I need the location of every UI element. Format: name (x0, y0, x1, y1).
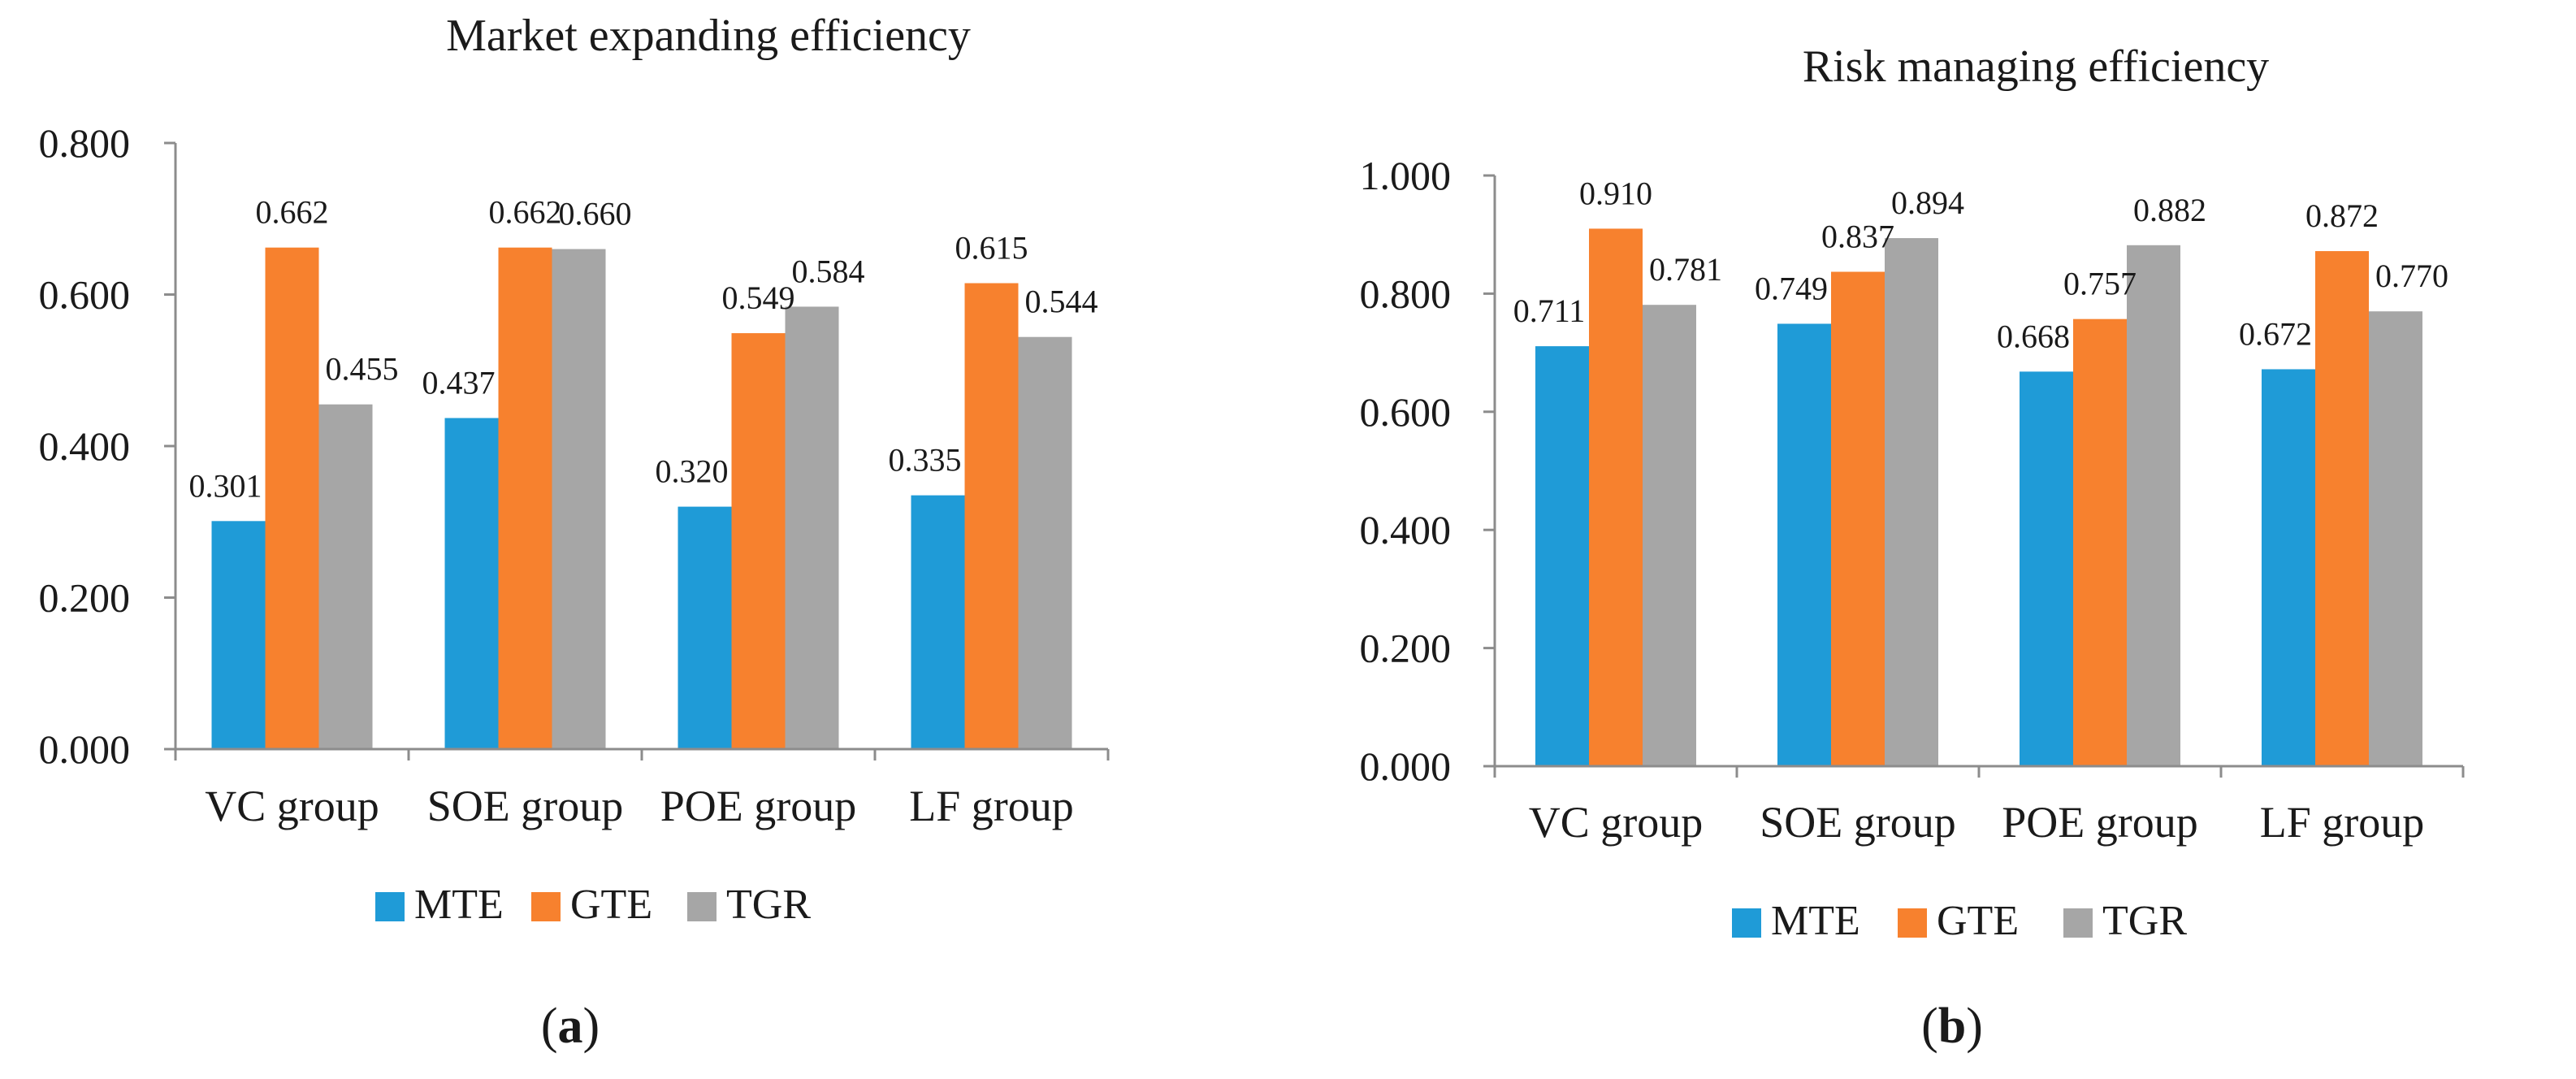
data-label: 0.837 (1821, 219, 1894, 255)
legend-swatch-gte (531, 892, 561, 921)
chart-panel-b: Risk managing efficiency 0.000 0.200 0.400… (1360, 41, 2465, 1054)
y-tick-label: 1.000 (1360, 153, 1452, 198)
legend-swatch-tgr (687, 892, 717, 921)
chart-panel-a: Market expanding efficiency 0.000 0.200 0.… (39, 11, 1110, 1054)
y-tick-label: 0.200 (39, 575, 131, 621)
bar-tgr (785, 306, 839, 749)
data-label: 0.781 (1649, 251, 1722, 288)
x-category-label: SOE group (1760, 798, 1956, 847)
bar-tgr (2369, 311, 2422, 767)
legend-label-mte: MTE (414, 882, 504, 928)
bar-gte (1831, 271, 1885, 767)
x-category-label: VC group (205, 782, 379, 830)
y-tick-label: 0.800 (1360, 271, 1452, 316)
panel-letter-a: (a) (541, 999, 600, 1054)
data-label: 0.335 (889, 442, 962, 479)
y-tick-label: 0.600 (39, 272, 131, 318)
data-label: 0.757 (2063, 266, 2137, 302)
data-label: 0.662 (256, 194, 329, 231)
data-label: 0.770 (2375, 258, 2448, 294)
bar-gte (1589, 228, 1643, 766)
data-label: 0.894 (1891, 184, 1964, 221)
legend-swatch-gte (1898, 908, 1927, 938)
x-category-label: LF group (909, 782, 1074, 830)
data-label: 0.437 (422, 364, 496, 401)
bar-tgr (552, 249, 606, 749)
x-category-label: POE group (660, 782, 857, 830)
data-label: 0.672 (2239, 315, 2312, 352)
legend-label-gte: GTE (570, 882, 652, 928)
y-tick-label: 0.000 (39, 726, 131, 772)
bar-gte (731, 333, 786, 749)
bar-tgr (1885, 238, 1938, 766)
bar-gte (2073, 318, 2127, 766)
bar-gte (964, 283, 1019, 749)
legend-label-gte: GTE (1937, 898, 2019, 944)
bar-gte (498, 247, 552, 749)
data-label: 0.668 (1997, 318, 2070, 354)
bar-mte (911, 495, 965, 749)
panel-letter-b: (b) (1921, 999, 1983, 1054)
panel-letter-a-text: a (558, 999, 583, 1054)
x-category-label: POE group (2002, 798, 2198, 847)
panel-letter-b-text: b (1938, 999, 1966, 1054)
bar-mte (444, 418, 499, 749)
legend-label-mte: MTE (1771, 898, 1860, 944)
data-label: 0.749 (1755, 270, 1828, 306)
bar-mte (1777, 323, 1831, 766)
data-label: 0.549 (722, 280, 795, 316)
x-category-label: VC group (1529, 798, 1704, 847)
data-label: 0.584 (792, 253, 865, 289)
data-label: 0.662 (489, 194, 562, 231)
bar-mte (2020, 371, 2073, 766)
bar-mte (211, 521, 266, 749)
x-category-label: LF group (2260, 798, 2425, 847)
bar-tgr (1643, 305, 1696, 766)
y-tick-label: 0.200 (1360, 626, 1452, 671)
data-label: 0.320 (656, 453, 729, 490)
bar-tgr (2127, 245, 2180, 766)
y-tick-label: 0.000 (1360, 743, 1452, 789)
y-tick-label: 0.600 (1360, 389, 1452, 435)
legend-swatch-mte (375, 892, 405, 921)
chart-title-a: Market expanding efficiency (446, 11, 971, 61)
legend-label-tgr: TGR (2102, 898, 2187, 944)
bar-mte (678, 506, 732, 749)
data-label: 0.301 (189, 467, 262, 504)
y-tick-label: 0.400 (39, 423, 131, 469)
y-tick-label: 0.400 (1360, 507, 1452, 552)
bar-mte (2262, 369, 2315, 766)
legend-swatch-tgr (2063, 908, 2093, 938)
data-label: 0.910 (1579, 175, 1652, 211)
bar-gte (2315, 251, 2369, 766)
data-label: 0.615 (955, 230, 1028, 266)
data-label: 0.872 (2305, 197, 2379, 234)
data-label: 0.544 (1025, 284, 1098, 320)
bar-gte (265, 247, 319, 749)
y-tick-label: 0.800 (39, 120, 131, 166)
bar-mte (1535, 346, 1589, 766)
data-label: 0.660 (559, 196, 632, 232)
bar-tgr (318, 404, 373, 749)
data-label: 0.882 (2133, 192, 2206, 228)
data-label: 0.455 (326, 351, 399, 388)
chart-title-b: Risk managing efficiency (1803, 41, 2269, 92)
legend-label-tgr: TGR (726, 882, 811, 928)
legend-swatch-mte (1732, 908, 1761, 938)
bar-tgr (1018, 336, 1072, 749)
x-category-label: SOE group (427, 782, 624, 830)
data-label: 0.711 (1513, 292, 1586, 329)
